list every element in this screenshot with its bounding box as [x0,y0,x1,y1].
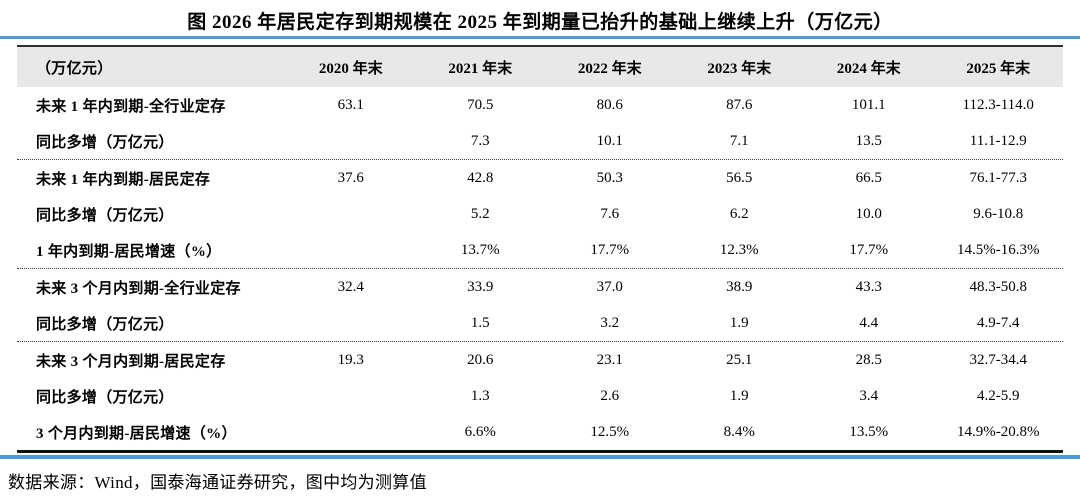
cell-value: 63.1 [337,96,364,113]
row-label: 未来 3 个月内到期-全行业定存 [36,280,241,297]
cell-value: 112.3-114.0 [962,96,1034,113]
cell-value: 101.1 [851,96,886,113]
cell-value: 70.5 [467,96,494,113]
cell-value: 12.3% [719,241,759,258]
cell-value: 17.7% [590,241,630,258]
unit-header-cell: （万亿元） [36,60,113,77]
bottom-accent-rule [0,455,1080,459]
row-label: 同比多增（万亿元） [36,389,174,406]
cell-value: 7.3 [470,132,490,149]
cell-value: 4.9-7.4 [977,314,1020,331]
cell-value: 13.5 [855,132,882,149]
table-row: 同比多增（万亿元） 7.3 10.1 7.1 13.5 11.1-12.9 [17,123,1063,159]
cell-value: 4.2-5.9 [977,387,1020,404]
table-row: 未来 1 年内到期-居民定存 37.6 42.8 50.3 56.5 66.5 … [17,160,1063,196]
row-label: 未来 3 个月内到期-居民定存 [36,353,226,370]
row-label: 同比多增（万亿元） [36,316,174,333]
cell-value: 37.6 [337,169,364,186]
cell-value: 14.9%-20.8% [957,423,1040,440]
cell-value: 3.2 [600,314,620,331]
cell-value: 8.4% [723,423,755,440]
source-note: 数据来源：Wind，国泰海通证券研究，图中均为测算值 [8,473,427,492]
row-label: 1 年内到期-居民增速（%） [36,243,222,260]
cell-value: 7.1 [729,132,749,149]
cell-value: 43.3 [855,278,882,295]
cell-value: 5.2 [470,205,490,222]
cell-value: 11.1-12.9 [969,132,1027,149]
cell-value: 4.4 [859,314,879,331]
cell-value: 14.5%-16.3% [957,241,1040,258]
table-header-row: （万亿元） 2020 年末 2021 年末 2022 年末 2023 年末 20… [17,47,1063,87]
column-header-2023: 2023 年末 [707,60,772,77]
cell-value: 37.0 [596,278,623,295]
figure-title: 图 2026 年居民定存到期规模在 2025 年到期量已抬升的基础上继续上升（万… [187,12,893,33]
column-header-2020: 2020 年末 [318,60,383,77]
cell-value: 38.9 [726,278,753,295]
column-header-2024: 2024 年末 [836,60,901,77]
cell-value: 1.9 [729,314,749,331]
table-row: 1 年内到期-居民增速（%） 13.7% 17.7% 12.3% 17.7% 1… [17,232,1063,268]
cell-value: 66.5 [855,169,882,186]
cell-value: 23.1 [596,351,623,368]
column-header-2025: 2025 年末 [966,60,1031,77]
cell-value: 32.7-34.4 [969,351,1028,368]
cell-value: 2.6 [600,387,620,404]
row-label: 同比多增（万亿元） [36,207,174,224]
row-label: 未来 1 年内到期-居民定存 [36,171,211,188]
table-body: 未来 1 年内到期-全行业定存 63.1 70.5 80.6 87.6 101.… [17,87,1063,450]
cell-value: 10.1 [596,132,623,149]
cell-value: 42.8 [467,169,494,186]
table-row: 未来 1 年内到期-全行业定存 63.1 70.5 80.6 87.6 101.… [17,87,1063,123]
table-group-1y-all: 未来 1 年内到期-全行业定存 63.1 70.5 80.6 87.6 101.… [17,87,1063,160]
cell-value: 7.6 [600,205,620,222]
cell-value: 13.7% [460,241,500,258]
cell-value: 32.4 [337,278,364,295]
cell-value: 76.1-77.3 [969,169,1028,186]
top-accent-rule [0,36,1080,39]
table-row: 未来 3 个月内到期-居民定存 19.3 20.6 23.1 25.1 28.5… [17,342,1063,378]
cell-value: 10.0 [855,205,882,222]
cell-value: 56.5 [726,169,753,186]
column-header-2021: 2021 年末 [448,60,513,77]
cell-value: 1.3 [470,387,490,404]
table-row: 3 个月内到期-居民增速（%） 6.6% 12.5% 8.4% 13.5% 14… [17,414,1063,450]
cell-value: 87.6 [726,96,753,113]
cell-value: 13.5% [849,423,889,440]
table-group-1y-resident: 未来 1 年内到期-居民定存 37.6 42.8 50.3 56.5 66.5 … [17,160,1063,269]
cell-value: 33.9 [467,278,494,295]
table-row: 同比多增（万亿元） 5.2 7.6 6.2 10.0 9.6-10.8 [17,196,1063,232]
table-row: 未来 3 个月内到期-全行业定存 32.4 33.9 37.0 38.9 43.… [17,269,1063,305]
cell-value: 9.6-10.8 [973,205,1024,222]
cell-value: 25.1 [726,351,753,368]
cell-value: 6.6% [464,423,496,440]
table-group-3m-resident: 未来 3 个月内到期-居民定存 19.3 20.6 23.1 25.1 28.5… [17,342,1063,450]
cell-value: 20.6 [467,351,494,368]
cell-value: 80.6 [596,96,623,113]
row-label: 同比多增（万亿元） [36,134,174,151]
cell-value: 12.5% [590,423,630,440]
cell-value: 48.3-50.8 [969,278,1028,295]
cell-value: 19.3 [337,351,364,368]
cell-value: 6.2 [729,205,749,222]
cell-value: 1.5 [470,314,490,331]
table-row: 同比多增（万亿元） 1.5 3.2 1.9 4.4 4.9-7.4 [17,305,1063,341]
table-group-3m-all: 未来 3 个月内到期-全行业定存 32.4 33.9 37.0 38.9 43.… [17,269,1063,342]
data-table: （万亿元） 2020 年末 2021 年末 2022 年末 2023 年末 20… [17,45,1063,453]
cell-value: 3.4 [859,387,879,404]
table-row: 同比多增（万亿元） 1.3 2.6 1.9 3.4 4.2-5.9 [17,378,1063,414]
cell-value: 17.7% [849,241,889,258]
cell-value: 28.5 [855,351,882,368]
row-label: 未来 1 年内到期-全行业定存 [36,98,226,115]
cell-value: 50.3 [596,169,623,186]
column-header-2022: 2022 年末 [577,60,642,77]
cell-value: 1.9 [729,387,749,404]
row-label: 3 个月内到期-居民增速（%） [36,425,237,442]
